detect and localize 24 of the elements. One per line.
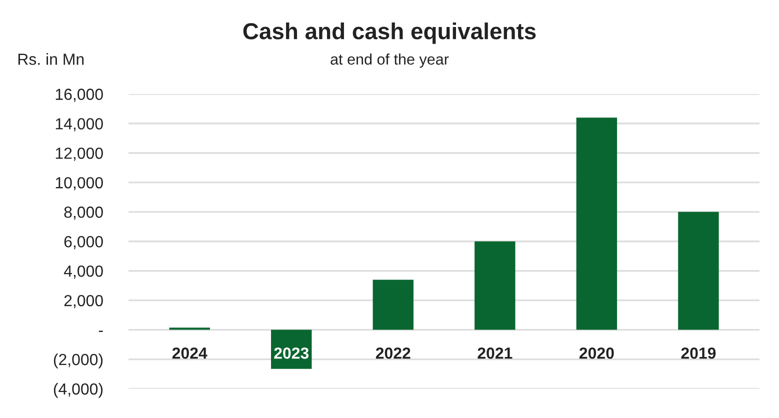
y-tick-label: 10,000	[56, 177, 103, 190]
y-tick-label: 6,000	[64, 236, 103, 250]
y-tick-label: 12,000	[56, 148, 103, 161]
x-tick-label: 2020	[579, 347, 614, 359]
y-tick-label: -	[98, 330, 103, 332]
y-tick-label: 2,000	[64, 294, 103, 308]
chart-subtitle: at end of the year	[330, 53, 449, 68]
bar	[372, 280, 414, 330]
x-tick-label: 2024	[172, 347, 208, 359]
y-tick-label: 14,000	[56, 118, 103, 132]
y-tick-label: 8,000	[64, 206, 103, 220]
x-tick-label: 2022	[376, 347, 410, 359]
x-tick-label: 2019	[681, 347, 716, 359]
bar	[576, 118, 618, 330]
y-tick-label: 16,000	[56, 88, 103, 102]
x-tick-label: 2021	[478, 347, 512, 359]
y-tick-label: 4,000	[64, 266, 103, 279]
bar	[474, 241, 516, 330]
y-tick-label: (2,000)	[54, 353, 103, 368]
x-tick-label: 2023	[274, 347, 309, 359]
bar	[678, 212, 719, 330]
chart-title: Cash and cash equivalents	[243, 22, 536, 44]
y-axis-title: Rs. in Mn	[18, 53, 84, 65]
y-tick-label: (4,000)	[54, 382, 103, 398]
